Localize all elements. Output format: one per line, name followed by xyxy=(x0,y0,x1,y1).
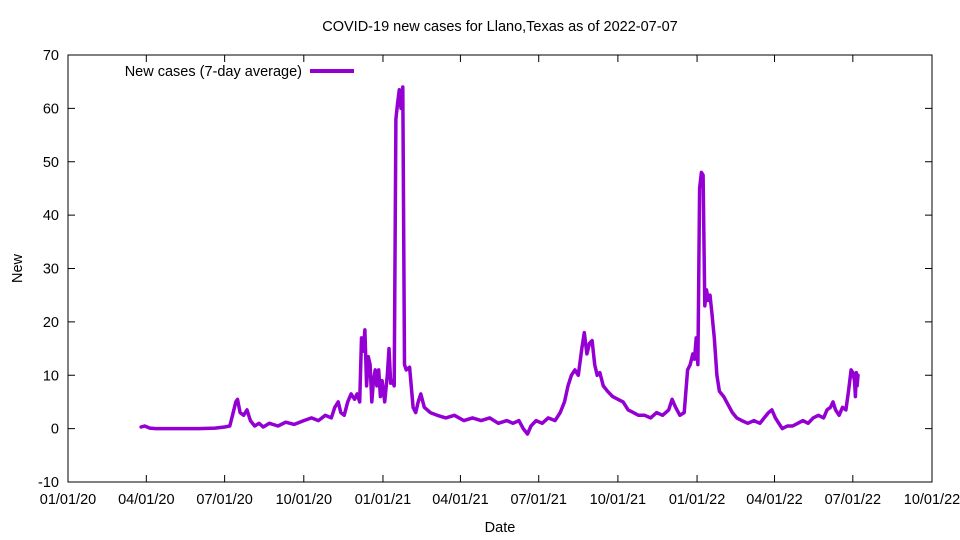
axis-ticks: -10 0 10 20 30 40 50 60 70 01/01/20 04/01/20 07/01/… xyxy=(38,48,960,508)
x-tick-label: 07/01/22 xyxy=(825,492,881,508)
x-tick-label: 01/01/22 xyxy=(669,492,725,508)
chart-title: COVID-19 new cases for Llano,Texas as of… xyxy=(322,19,677,35)
x-tick-label: 01/01/20 xyxy=(40,492,96,508)
x-axis-label: Date xyxy=(485,520,516,536)
x-tick-label: 01/01/21 xyxy=(355,492,411,508)
x-tick-label: 04/01/22 xyxy=(746,492,802,508)
legend: New cases (7-day average) xyxy=(125,64,354,80)
legend-label: New cases (7-day average) xyxy=(125,64,302,80)
plot-area xyxy=(139,85,860,436)
y-tick-label: 0 xyxy=(51,422,59,438)
y-tick-label: 10 xyxy=(43,368,59,384)
x-tick-label: 04/01/21 xyxy=(432,492,488,508)
x-tick-label: 04/01/20 xyxy=(118,492,174,508)
x-tick-label: 10/01/22 xyxy=(904,492,960,508)
y-tick-label: 20 xyxy=(43,315,59,331)
y-tick-label: 70 xyxy=(43,48,59,64)
x-tick-label: 07/01/20 xyxy=(196,492,252,508)
x-tick-label: 10/01/21 xyxy=(590,492,646,508)
y-tick-label: 40 xyxy=(43,208,59,224)
y-tick-label: 50 xyxy=(43,155,59,171)
y-tick-label: 30 xyxy=(43,262,59,278)
y-axis-label: New xyxy=(10,253,26,283)
x-tick-label: 10/01/20 xyxy=(276,492,332,508)
series-line xyxy=(139,85,860,436)
y-tick-label: 60 xyxy=(43,101,59,117)
x-tick-label: 07/01/21 xyxy=(510,492,566,508)
y-tick-label: -10 xyxy=(38,475,59,491)
plot-frame xyxy=(67,54,933,483)
